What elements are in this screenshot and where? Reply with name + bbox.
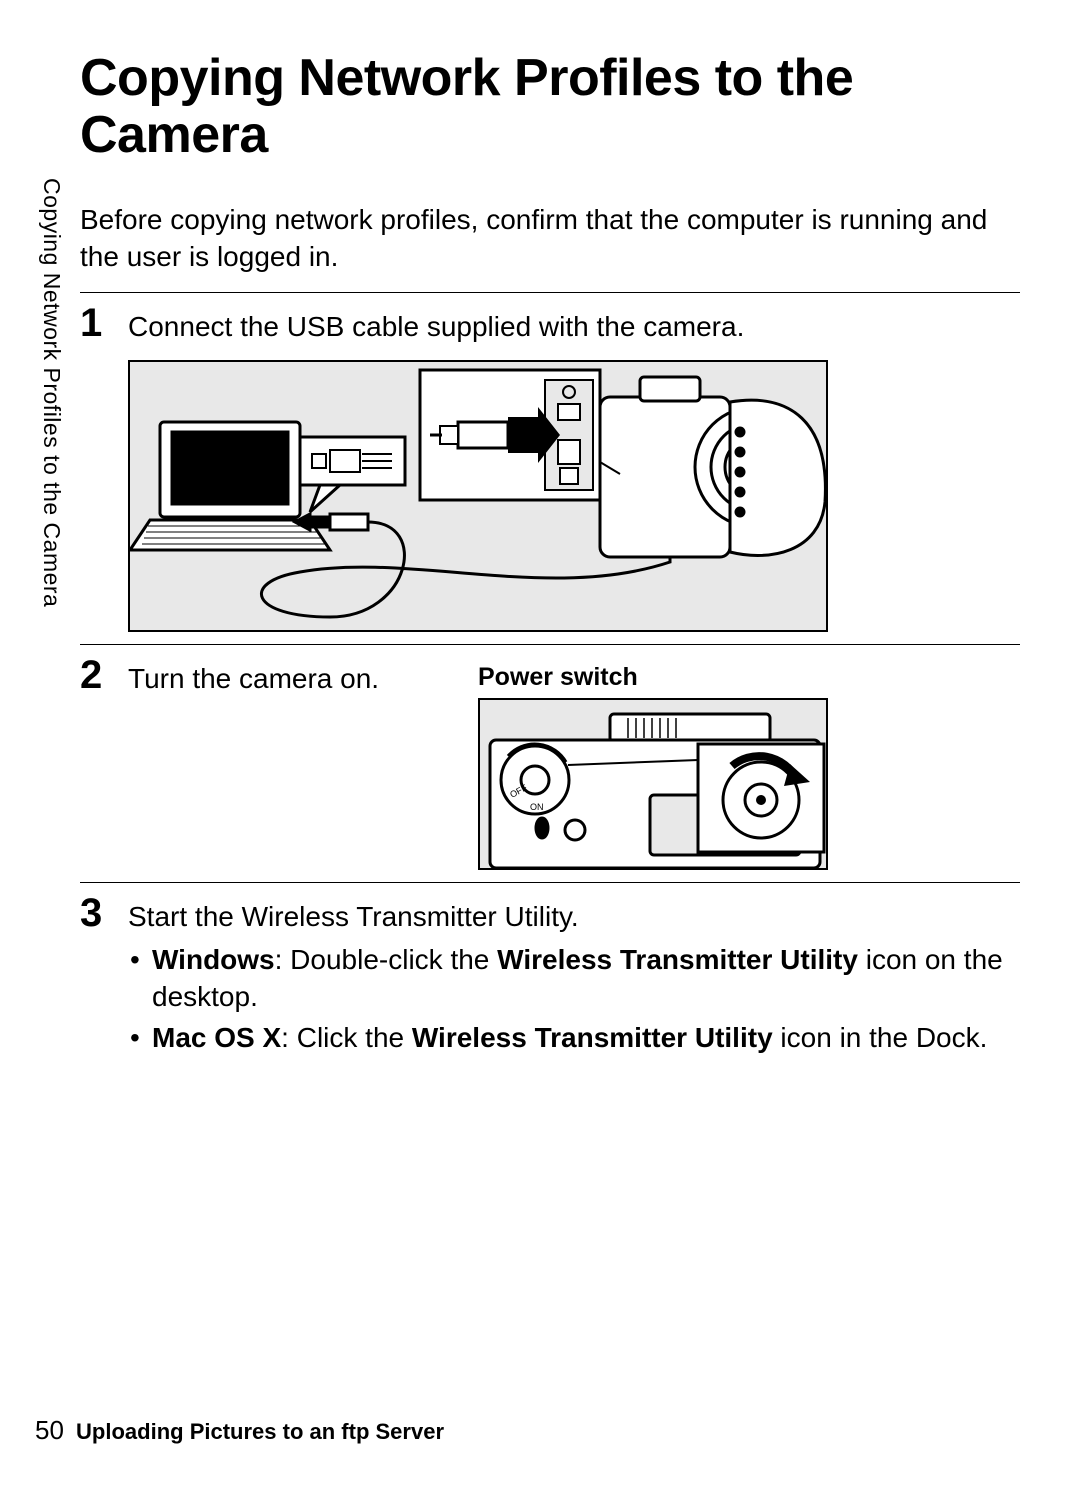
page-number: 50 [35, 1415, 64, 1445]
bullet-post: icon in the Dock. [773, 1022, 988, 1053]
step-body: Start the Wireless Transmitter Utility. … [128, 893, 1020, 1061]
manual-page: Copying Network Profiles to the Camera C… [0, 0, 1080, 1486]
step-number: 1 [80, 303, 128, 343]
divider [80, 292, 1020, 293]
divider [80, 882, 1020, 883]
step-1: 1 Connect the USB cable supplied with th… [80, 303, 1020, 638]
step-text: Connect the USB cable supplied with the … [128, 309, 1020, 346]
app-name: Wireless Transmitter Utility [412, 1022, 773, 1053]
bullet-pre: : Click the [281, 1022, 412, 1053]
step-number: 2 [80, 655, 128, 695]
step-text: Turn the camera on. [128, 661, 438, 870]
step-body: Turn the camera on. Power switch [128, 655, 1020, 870]
step-bullet-list: Windows: Double-click the Wireless Trans… [128, 942, 1020, 1057]
page-title: Copying Network Profiles to the Camera [80, 50, 1020, 164]
step-2: 2 Turn the camera on. Power switch [80, 655, 1020, 870]
bullet-macosx: Mac OS X: Click the Wireless Transmitter… [152, 1020, 1020, 1057]
footer-section-title: Uploading Pictures to an ftp Server [76, 1419, 444, 1444]
divider [80, 644, 1020, 645]
step-number: 3 [80, 893, 128, 933]
app-name: Wireless Transmitter Utility [497, 944, 858, 975]
figure-usb-connection [128, 360, 828, 632]
running-head-vertical: Copying Network Profiles to the Camera [38, 178, 65, 607]
power-switch-label: Power switch [478, 661, 1020, 694]
step-body: Connect the USB cable supplied with the … [128, 303, 1020, 638]
bullet-windows: Windows: Double-click the Wireless Trans… [152, 942, 1020, 1016]
os-label: Mac OS X [152, 1022, 281, 1053]
page-footer: 50 Uploading Pictures to an ftp Server [35, 1415, 444, 1446]
bullet-pre: : Double-click the [275, 944, 498, 975]
power-switch-illustration: OFF ON [480, 700, 828, 870]
intro-paragraph: Before copying network profiles, confirm… [80, 202, 1020, 276]
figure-power-switch: OFF ON [478, 698, 828, 870]
usb-connection-illustration [130, 362, 828, 632]
svg-text:ON: ON [530, 802, 544, 812]
step-text: Start the Wireless Transmitter Utility. [128, 899, 1020, 936]
os-label: Windows [152, 944, 275, 975]
step-3: 3 Start the Wireless Transmitter Utility… [80, 893, 1020, 1061]
